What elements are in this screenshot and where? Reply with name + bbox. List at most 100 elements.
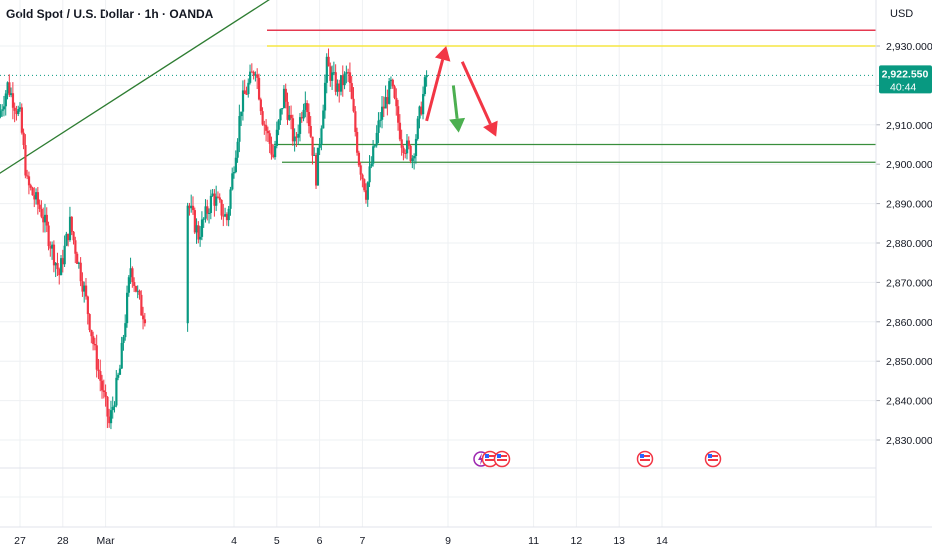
candle-body bbox=[213, 193, 216, 206]
candle-body bbox=[384, 97, 387, 109]
candle-body bbox=[332, 72, 336, 74]
us-flag-event-icon[interactable] bbox=[636, 450, 654, 468]
candle-body bbox=[90, 330, 93, 337]
currency-label[interactable]: USD bbox=[890, 8, 914, 20]
candle-body bbox=[63, 245, 66, 265]
candle-body bbox=[318, 144, 321, 148]
candle-body bbox=[138, 290, 141, 295]
grid-layer bbox=[0, 0, 876, 527]
time-tick-label: 12 bbox=[571, 535, 583, 547]
candle-body bbox=[231, 173, 234, 190]
candle-body bbox=[343, 73, 346, 86]
candle-body bbox=[256, 74, 259, 78]
candle-body bbox=[124, 323, 127, 338]
candle-body bbox=[33, 195, 36, 200]
candle-body bbox=[293, 136, 296, 142]
candle-body bbox=[24, 145, 27, 176]
us-flag-event-icon[interactable] bbox=[493, 450, 511, 468]
candle-body bbox=[29, 185, 32, 188]
time-tick-label: 13 bbox=[613, 535, 625, 547]
candle-body bbox=[233, 172, 236, 174]
candle-body bbox=[241, 90, 245, 112]
event-markers[interactable] bbox=[473, 450, 722, 468]
symbol-title: Gold Spot / U.S. Dollar · 1h · OANDA bbox=[6, 7, 214, 21]
projection-arrow-shaft[interactable] bbox=[460, 61, 492, 125]
candle-body bbox=[266, 130, 270, 134]
candle-body bbox=[27, 176, 31, 186]
candle-body bbox=[208, 212, 211, 214]
candle-body bbox=[249, 71, 252, 83]
projection-arrow-head[interactable] bbox=[434, 46, 451, 62]
bar-countdown-label: 40:44 bbox=[890, 81, 916, 93]
candle-body bbox=[252, 71, 255, 76]
candle-body bbox=[398, 122, 402, 140]
projection-arrows[interactable] bbox=[425, 46, 498, 137]
candle-body bbox=[291, 118, 295, 142]
candle-body bbox=[357, 152, 361, 166]
candle-body bbox=[261, 111, 264, 125]
candle-body bbox=[381, 106, 384, 120]
candle-body bbox=[77, 262, 81, 264]
candle-body bbox=[111, 406, 114, 411]
us-flag-event-icon[interactable] bbox=[704, 450, 722, 468]
candle-body bbox=[133, 282, 136, 286]
candle-body bbox=[247, 82, 250, 95]
candle-body bbox=[129, 268, 132, 278]
candle-body bbox=[393, 86, 396, 98]
candle-body bbox=[68, 216, 72, 241]
candle-body bbox=[4, 93, 7, 107]
level-lines[interactable] bbox=[0, 0, 876, 215]
candle-body bbox=[224, 214, 227, 217]
candle-body bbox=[81, 281, 84, 292]
candle-body bbox=[209, 195, 213, 213]
candle-body bbox=[104, 391, 107, 397]
candle-body bbox=[286, 101, 289, 120]
candle-body bbox=[101, 380, 104, 391]
candle-body bbox=[108, 416, 111, 424]
time-tick-label: 5 bbox=[274, 535, 280, 547]
flag-stripe bbox=[640, 459, 650, 461]
candle-body bbox=[95, 345, 98, 370]
candle-body bbox=[334, 72, 337, 92]
candle-body bbox=[379, 119, 382, 121]
candle-body bbox=[134, 285, 138, 292]
candle-body bbox=[70, 216, 73, 232]
candle-body bbox=[47, 225, 50, 247]
candle-body bbox=[243, 90, 246, 94]
candle-body bbox=[11, 93, 15, 108]
candle-body bbox=[197, 225, 200, 240]
projection-arrow-head[interactable] bbox=[449, 117, 466, 133]
candle-body bbox=[315, 154, 318, 186]
price-tick-label: 2,880.000 bbox=[886, 238, 932, 250]
candle-body bbox=[202, 218, 205, 220]
candle-body bbox=[109, 410, 113, 424]
candle-body bbox=[302, 109, 305, 119]
candle-body bbox=[72, 231, 75, 241]
candle-body bbox=[370, 163, 373, 167]
flag-stripe bbox=[485, 459, 495, 461]
time-tick-label: 4 bbox=[231, 535, 237, 547]
candle-body bbox=[54, 263, 57, 266]
candle-body bbox=[115, 377, 118, 406]
candle-body bbox=[215, 196, 218, 206]
projection-arrow-shaft[interactable] bbox=[425, 59, 445, 122]
last-price-badge[interactable] bbox=[879, 65, 932, 94]
candle-body bbox=[118, 368, 122, 375]
us-flag-event-icon[interactable] bbox=[481, 450, 499, 468]
candle-body bbox=[345, 72, 348, 74]
candle-body bbox=[422, 94, 425, 115]
candle-body bbox=[211, 193, 214, 196]
flag-stripe bbox=[708, 459, 718, 461]
candle-body bbox=[329, 66, 332, 81]
candle-body bbox=[407, 140, 410, 146]
candle-body bbox=[309, 125, 312, 137]
projection-arrow-shaft[interactable] bbox=[451, 85, 459, 119]
candle-body bbox=[325, 56, 328, 83]
candle-body bbox=[350, 83, 353, 99]
trendline[interactable] bbox=[0, 0, 320, 215]
projection-arrow-head[interactable] bbox=[483, 120, 498, 137]
flag-canton bbox=[708, 454, 712, 458]
